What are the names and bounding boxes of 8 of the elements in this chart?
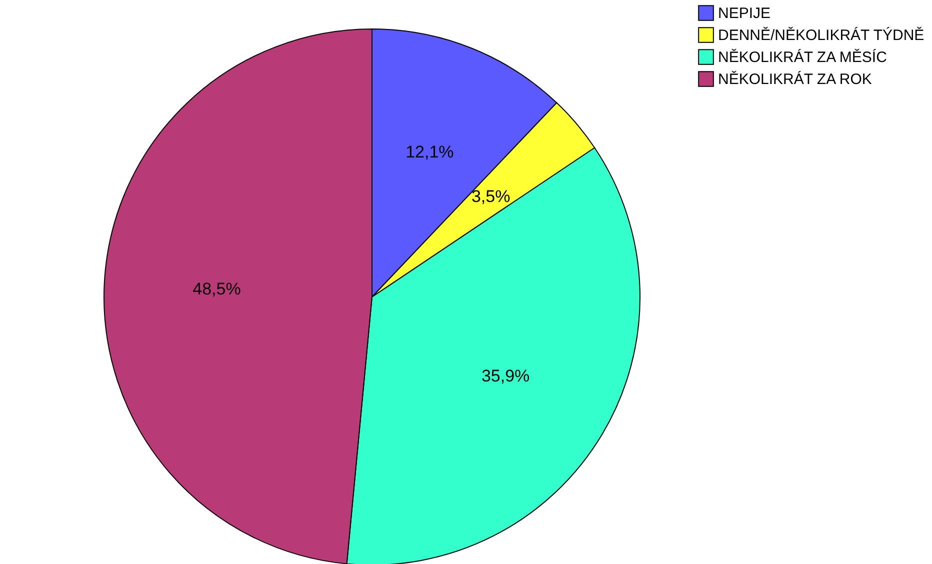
legend-label: NĚKOLIKRÁT ZA ROK xyxy=(718,70,872,88)
data-label: 3,5% xyxy=(471,186,510,206)
legend-label: NEPIJE xyxy=(718,5,771,22)
legend-label: NĚKOLIKRÁT ZA MĚSÍC xyxy=(718,48,888,66)
legend-label: DENNĚ/NĚKOLIKRÁT TÝDNĚ xyxy=(718,26,924,44)
data-label: 35,9% xyxy=(481,366,530,386)
data-label: 48,5% xyxy=(192,280,241,299)
data-label: 12,1% xyxy=(406,142,454,162)
